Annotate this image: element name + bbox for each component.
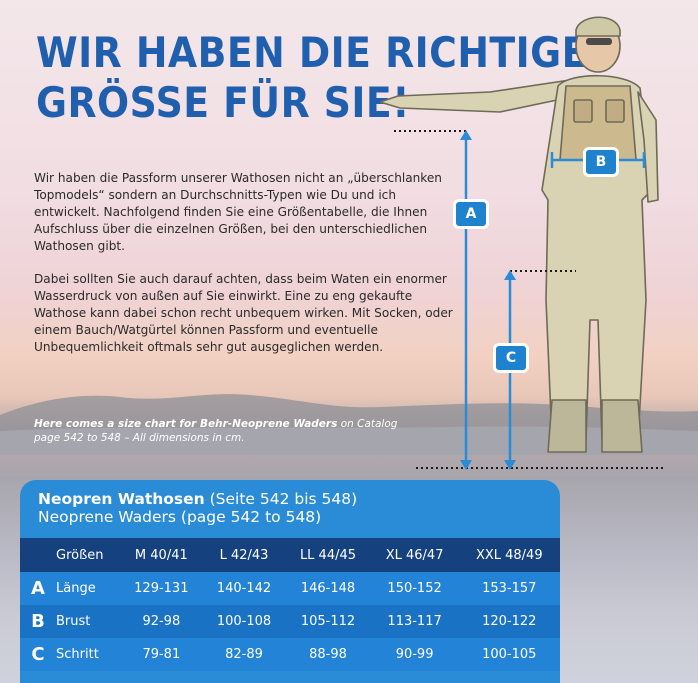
headline-line-1: WIR HABEN DIE RICHTIGE: [36, 28, 588, 77]
table-row: A Länge 129-131 140-142 146-148 150-152 …: [20, 572, 560, 605]
size-table-header-row: Größen M 40/41 L 42/43 LL 44/45 XL 46/47…: [20, 538, 560, 572]
header-cell: LL 44/45: [285, 538, 371, 572]
note-rest: on Catalog page 542 to 548 – All dimensi…: [34, 418, 398, 444]
headline: WIR HABEN DIE RICHTIGE GRÖSSE FÜR SIE!: [36, 28, 588, 128]
measurement-figure: [380, 16, 664, 470]
table-cell: 140-142: [202, 572, 286, 605]
table-cell: 146-148: [285, 572, 371, 605]
table-cell: 153-157: [458, 572, 560, 605]
note-bold: Here comes a size chart for Behr-Neopren…: [34, 418, 338, 430]
size-table-card: Neopren Wathosen (Seite 542 bis 548) Neo…: [20, 480, 560, 683]
intro-text: Wir haben die Passform unserer Wathosen …: [34, 170, 454, 372]
table-cell: 113-117: [370, 605, 459, 638]
table-cell: 105-112: [285, 605, 371, 638]
lake-hills-background: [0, 394, 698, 455]
table-cell: 79-81: [120, 638, 203, 671]
header-key-cell: [20, 538, 56, 572]
table-cell: 129-131: [120, 572, 203, 605]
header-cell: XXL 48/49: [458, 538, 560, 572]
size-table-subtitle: Neoprene Waders (page 542 to 548): [38, 508, 322, 526]
intro-paragraph-2: Dabei sollten Sie auch darauf achten, da…: [34, 272, 453, 354]
table-cell: 100-108: [202, 605, 286, 638]
header-cell: Größen: [56, 538, 120, 572]
row-label: Schritt: [56, 638, 120, 671]
size-chart-note: Here comes a size chart for Behr-Neopren…: [34, 417, 404, 445]
measurement-guides: [394, 130, 664, 469]
row-key: C: [20, 638, 56, 671]
person-illustration: [380, 16, 659, 453]
marker-a-badge: A: [453, 199, 489, 229]
row-key: A: [20, 572, 56, 605]
table-cell: 88-98: [285, 638, 371, 671]
table-row: B Brust 92-98 100-108 105-112 113-117 12…: [20, 605, 560, 638]
size-table-title-pages: (Seite 542 bis 548): [204, 490, 358, 508]
length-measure-a: [460, 130, 472, 470]
row-key: B: [20, 605, 56, 638]
size-table: Größen M 40/41 L 42/43 LL 44/45 XL 46/47…: [20, 538, 560, 671]
header-cell: XL 46/47: [370, 538, 459, 572]
table-cell: 90-99: [370, 638, 459, 671]
intro-paragraph-1: Wir haben die Passform unserer Wathosen …: [34, 171, 442, 253]
table-cell: 150-152: [370, 572, 459, 605]
row-label: Brust: [56, 605, 120, 638]
table-cell: 100-105: [458, 638, 560, 671]
marker-c-badge: C: [493, 343, 529, 373]
size-table-title-bold: Neopren Wathosen: [38, 490, 205, 508]
size-table-header: Neopren Wathosen (Seite 542 bis 548) Neo…: [20, 480, 560, 538]
header-cell: M 40/41: [120, 538, 203, 572]
header-cell: L 42/43: [202, 538, 286, 572]
row-label: Länge: [56, 572, 120, 605]
size-table-title: Neopren Wathosen (Seite 542 bis 548): [38, 490, 560, 508]
headline-line-2: GRÖSSE FÜR SIE!: [36, 78, 410, 127]
table-cell: 120-122: [458, 605, 560, 638]
table-cell: 92-98: [120, 605, 203, 638]
marker-b-badge: B: [583, 147, 619, 177]
table-cell: 82-89: [202, 638, 286, 671]
table-row: C Schritt 79-81 82-89 88-98 90-99 100-10…: [20, 638, 560, 671]
